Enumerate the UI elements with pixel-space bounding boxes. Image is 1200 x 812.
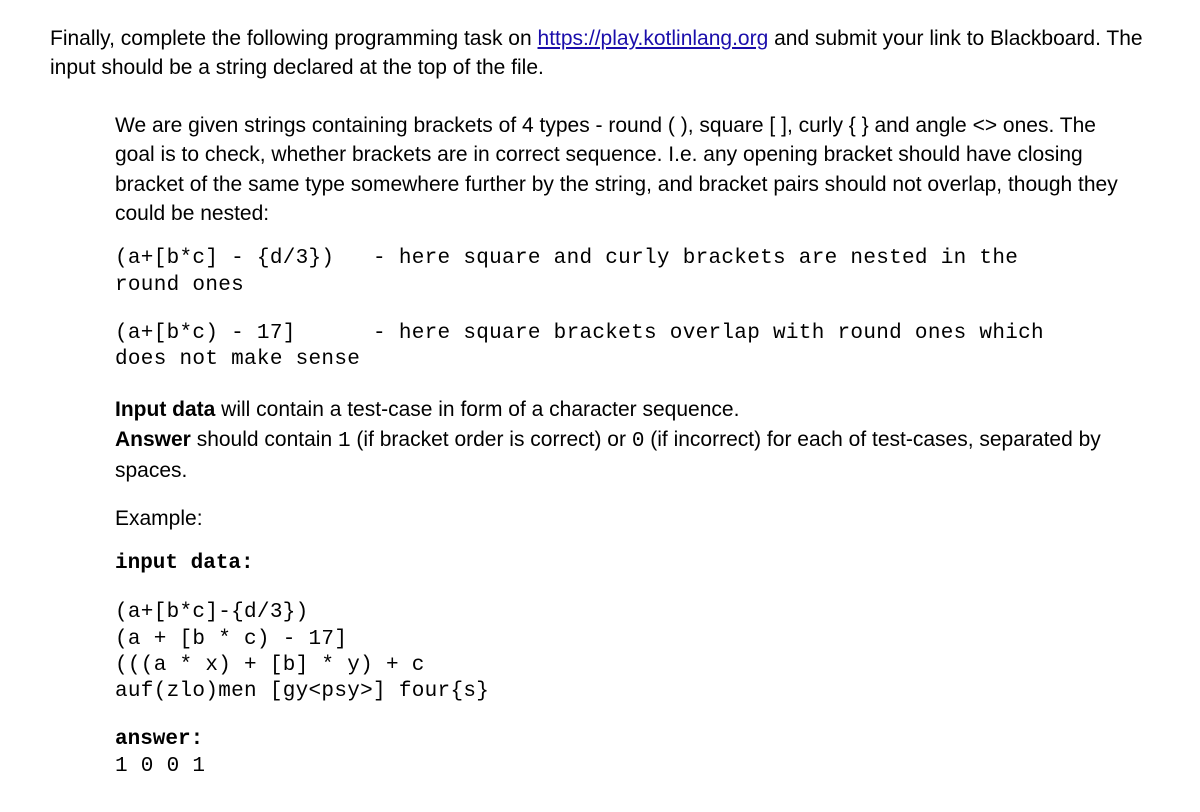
answer-bold: Answer <box>115 428 191 451</box>
playground-link[interactable]: https://play.kotlinlang.org <box>538 27 769 50</box>
code-example-1: (a+[b*c] - {d/3}) - here square and curl… <box>115 246 1130 299</box>
input-data-rest: will contain a test-case in form of a ch… <box>215 398 739 421</box>
example-label: Example: <box>115 504 1130 533</box>
io-description: Input data will contain a test-case in f… <box>115 395 1130 485</box>
problem-description: We are given strings containing brackets… <box>115 111 1130 229</box>
input-data-bold: Input data <box>115 398 215 421</box>
one-literal: 1 <box>338 430 351 453</box>
code-example-2: (a+[b*c) - 17] - here square brackets ov… <box>115 321 1130 374</box>
answer-rest-1: should contain <box>191 428 338 451</box>
answer-rest-2: (if bracket order is correct) or <box>351 428 632 451</box>
answer-data: 1 0 0 1 <box>115 754 1130 780</box>
problem-block: We are given strings containing brackets… <box>115 111 1130 780</box>
input-data-block: (a+[b*c]-{d/3}) (a + [b * c) - 17] (((a … <box>115 600 1130 705</box>
intro-prefix: Finally, complete the following programm… <box>50 27 538 50</box>
zero-literal: 0 <box>632 430 645 453</box>
answer-label: answer: <box>115 727 1130 753</box>
intro-paragraph: Finally, complete the following programm… <box>50 24 1150 83</box>
input-data-label: input data: <box>115 549 1130 578</box>
